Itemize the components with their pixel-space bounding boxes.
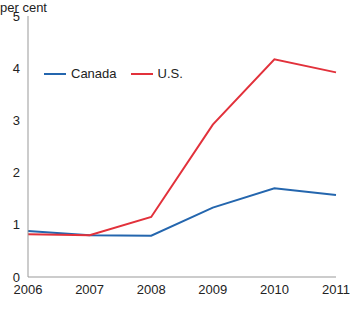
svg-text:2010: 2010 (260, 282, 289, 297)
svg-text:0: 0 (13, 270, 20, 285)
svg-text:2011: 2011 (322, 282, 350, 297)
svg-text:1: 1 (13, 217, 20, 232)
svg-text:5: 5 (13, 9, 20, 24)
svg-text:2007: 2007 (75, 282, 104, 297)
svg-text:2009: 2009 (198, 282, 227, 297)
svg-text:3: 3 (13, 113, 20, 128)
svg-text:4: 4 (13, 61, 20, 76)
svg-text:2: 2 (13, 165, 20, 180)
svg-text:2008: 2008 (137, 282, 166, 297)
